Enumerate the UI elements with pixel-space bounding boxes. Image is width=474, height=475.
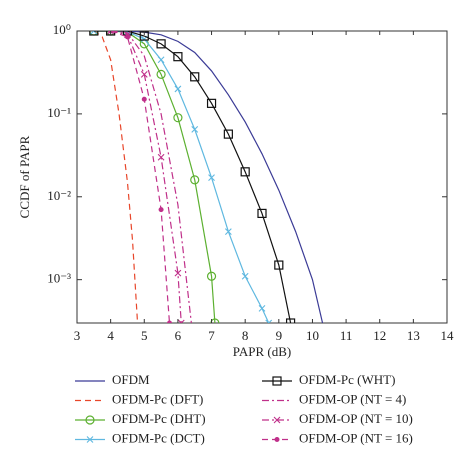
x-tick-label: 4 [107, 328, 114, 343]
data-point [173, 113, 183, 123]
data-point [167, 320, 172, 323]
legend-label: OFDM-Pc (DHT) [112, 411, 206, 426]
legend-label: OFDM-OP (NT = 10) [299, 411, 413, 426]
legend-marker [86, 436, 94, 443]
data-point [257, 208, 267, 219]
data-point [90, 31, 98, 35]
plot-area [89, 31, 324, 323]
series-line [110, 31, 182, 323]
x-tick-label: 12 [373, 328, 386, 343]
x-tick-label: 8 [242, 328, 249, 343]
x-tick-label: 7 [208, 328, 215, 343]
data-point [156, 39, 166, 49]
x-tick-label: 9 [276, 328, 283, 343]
x-tick-label: 13 [407, 328, 420, 343]
data-point [124, 34, 130, 40]
legend-label: OFDM-Pc (DCT) [112, 430, 205, 445]
data-point [258, 305, 266, 312]
data-point [191, 126, 199, 133]
y-axis-label: CCDF of PAPR [17, 135, 32, 218]
data-point [208, 174, 215, 182]
x-tick-label: 10 [306, 328, 319, 343]
y-tick-label: 10⁻¹ [47, 105, 71, 120]
data-point [141, 96, 147, 102]
x-tick-label: 3 [74, 328, 81, 343]
data-point [206, 98, 217, 108]
legend-marker [273, 416, 281, 424]
data-point [223, 129, 233, 139]
data-point [210, 318, 220, 323]
x-tick-label: 5 [141, 328, 148, 343]
x-tick-label: 6 [175, 328, 182, 343]
legend-label: OFDM-OP (NT = 16) [299, 430, 413, 445]
x-tick-label: 11 [340, 328, 353, 343]
legend-label: OFDM-Pc (DFT) [112, 391, 203, 406]
legend-marker [85, 415, 95, 425]
legend-label: OFDM-OP (NT = 4) [299, 391, 406, 406]
data-point [285, 318, 296, 323]
data-point [156, 69, 166, 79]
data-point [140, 70, 148, 78]
data-point [265, 319, 273, 323]
data-point [274, 260, 284, 270]
data-point [177, 319, 185, 323]
data-point [206, 271, 217, 281]
y-tick-label: 10⁻³ [47, 271, 71, 286]
plot-frame [76, 30, 448, 324]
data-point [174, 269, 182, 277]
data-point [240, 167, 250, 177]
series-line [127, 31, 324, 323]
series-line [110, 31, 192, 323]
data-point [157, 56, 165, 64]
data-point [157, 153, 165, 161]
data-point [89, 31, 99, 36]
data-point [158, 207, 164, 213]
legend-label: OFDM-Pc (WHT) [299, 372, 395, 387]
data-point [224, 228, 232, 235]
data-point [241, 272, 249, 280]
data-point [190, 72, 200, 82]
data-point [190, 175, 200, 185]
series-line [93, 31, 292, 323]
y-tick-label: 10⁻² [47, 188, 71, 203]
x-tick-label: 14 [441, 328, 455, 343]
legend-label: OFDM [112, 372, 150, 387]
data-point [174, 85, 182, 93]
x-axis-label: PAPR (dB) [233, 344, 291, 359]
legend-marker [274, 437, 280, 442]
legend-marker [272, 376, 282, 386]
data-point [107, 31, 115, 35]
y-tick-label: 10⁰ [53, 22, 71, 37]
data-point [173, 52, 183, 62]
series-line [93, 31, 139, 323]
